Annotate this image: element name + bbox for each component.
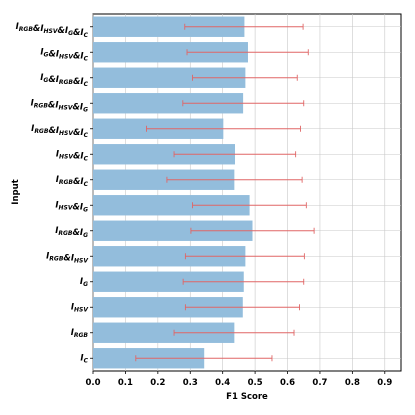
y-tick-label: IG&IHSV&IC — [40, 47, 88, 62]
x-tick-label: 0.3 — [183, 378, 198, 388]
y-tick-label: IHSV&IG — [55, 200, 88, 213]
y-tick-label: IHSV&IC — [56, 149, 89, 162]
bar — [93, 246, 246, 267]
y-tick-label: IG&IRGB&IC — [40, 73, 88, 88]
y-tick-label: IRGB — [71, 328, 89, 339]
y-tick-label: IRGB&IHSV&IC — [31, 124, 88, 139]
bar — [93, 195, 250, 216]
bar — [93, 220, 253, 241]
y-axis-title: Input — [11, 179, 21, 204]
x-tick-label: 0.1 — [118, 378, 133, 388]
bar — [93, 144, 236, 165]
bar — [93, 297, 243, 318]
y-axis-category-labels: IRGB&IHSV&IG&IC IG&IHSV&IC IG&IRGB&IC IRGB&… — [16, 22, 93, 364]
bar — [93, 93, 244, 114]
bar — [93, 322, 235, 343]
x-tick-label: 0.0 — [85, 378, 100, 388]
bar — [93, 271, 244, 292]
x-axis-ticks: 0.0 0.1 0.2 0.3 0.4 0.5 0.6 0.7 0.8 0.9 — [85, 371, 392, 388]
x-tick-label: 0.9 — [377, 378, 392, 388]
y-tick-label: IG — [80, 277, 88, 288]
y-tick-label: IHSV — [71, 302, 90, 313]
y-tick-label: IRGB&IHSV&IG — [31, 98, 88, 113]
x-tick-label: 0.2 — [150, 378, 165, 388]
bar — [93, 42, 248, 63]
x-tick-label: 0.8 — [345, 378, 360, 388]
x-tick-label: 0.4 — [215, 378, 230, 388]
x-axis-title: F1 Score — [226, 392, 268, 402]
bar — [93, 169, 235, 190]
bars-group — [93, 16, 253, 369]
y-tick-label: IC — [80, 353, 88, 364]
y-tick-label: IRGB&IHSV — [46, 251, 89, 264]
x-tick-label: 0.7 — [312, 378, 327, 388]
y-tick-label: IRGB&IHSV&IG&IC — [16, 22, 89, 39]
x-tick-label: 0.6 — [280, 378, 295, 388]
bar — [93, 67, 246, 88]
y-tick-label: IRGB&IC — [56, 175, 89, 188]
y-tick-label: IRGB&IG — [55, 226, 88, 239]
x-tick-label: 0.5 — [248, 378, 263, 388]
bar — [93, 16, 245, 37]
error-bars-group — [135, 23, 315, 362]
